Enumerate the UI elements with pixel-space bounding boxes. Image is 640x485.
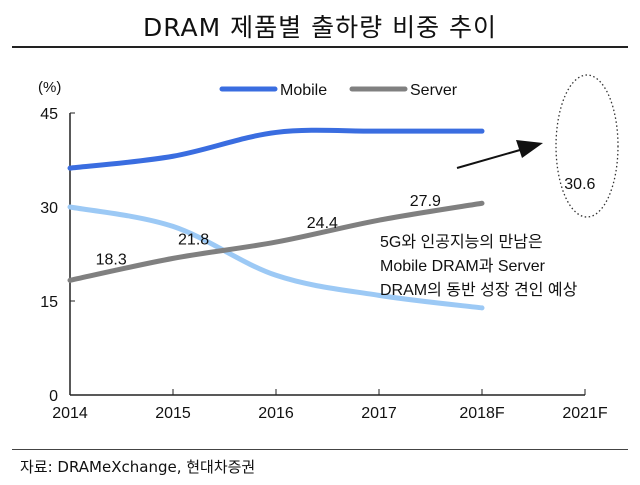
data-label: 24.4: [307, 215, 338, 232]
y-tick-label: 15: [40, 294, 58, 311]
x-tick-label: 2018F: [459, 405, 505, 422]
arrow-shaft: [456, 149, 521, 169]
source-divider: [12, 449, 628, 450]
chart: 0 15 30 45 (%) 2014 2015 2016 2017 2018F 2021F 18.…: [38, 74, 619, 422]
arrow-head-icon: [516, 140, 543, 158]
legend-label-server: Server: [410, 82, 458, 99]
axes: 0 15 30 45 (%) 2014 2015 2016 2017 2018F 2021F: [38, 79, 608, 422]
y-axis-unit: (%): [38, 79, 61, 96]
title-divider: [12, 46, 628, 48]
series-line-unnamed: [67, 204, 485, 311]
forecast-oval: [555, 74, 619, 218]
annotation-line: DRAM의 동반 성장 견인 예상: [380, 281, 578, 299]
x-tick-label: 2016: [258, 405, 294, 422]
x-tick-label: 2014: [52, 405, 88, 422]
series-line-server: [67, 200, 485, 283]
x-tick-label: 2021F: [562, 405, 608, 422]
x-tick-label: 2015: [155, 405, 191, 422]
y-tick-label: 0: [49, 388, 58, 405]
y-tick-label: 30: [40, 200, 58, 217]
data-labels: 18.3 21.8 24.4 27.9 30.6: [96, 176, 596, 268]
series-lines: [67, 127, 485, 311]
annotation-line: Mobile DRAM과 Server: [380, 257, 546, 275]
x-tick-label: 2017: [361, 405, 397, 422]
data-label: 21.8: [178, 231, 209, 248]
chart-title: DRAM 제품별 출하량 비중 추이: [142, 13, 498, 42]
y-tick-label: 45: [40, 106, 58, 123]
data-label: 18.3: [96, 251, 127, 268]
legend: Mobile Server: [219, 82, 458, 99]
source-note: 자료: DRAMeXchange, 현대차증권: [20, 458, 256, 476]
legend-label-mobile: Mobile: [280, 82, 327, 99]
data-label: 30.6: [564, 176, 595, 193]
annotation-line: 5G와 인공지능의 만남은: [380, 233, 543, 251]
data-label: 27.9: [410, 193, 441, 210]
annotation: 5G와 인공지능의 만남은 Mobile DRAM과 Server DRAM의 동반…: [380, 74, 619, 299]
series-line-mobile: [67, 127, 485, 171]
